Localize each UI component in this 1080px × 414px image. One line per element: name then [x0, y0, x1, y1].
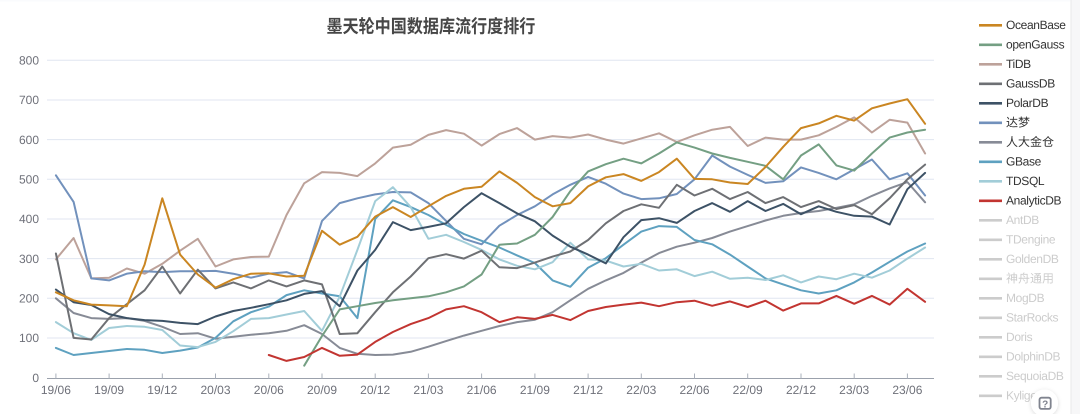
svg-text:22/12: 22/12	[786, 383, 816, 397]
svg-text:0: 0	[32, 371, 39, 385]
svg-text:20/09: 20/09	[307, 383, 337, 397]
svg-text:19/12: 19/12	[147, 383, 177, 397]
svg-text:TDengine: TDengine	[1006, 232, 1056, 246]
svg-text:PolarDB: PolarDB	[1006, 96, 1049, 110]
svg-text:21/06: 21/06	[467, 383, 497, 397]
svg-text:AntDB: AntDB	[1006, 213, 1039, 227]
svg-text:23/06: 23/06	[892, 383, 922, 397]
svg-text:DolphinDB: DolphinDB	[1006, 349, 1061, 363]
svg-text:800: 800	[19, 54, 39, 68]
svg-text:TDSQL: TDSQL	[1006, 174, 1045, 188]
svg-text:200: 200	[19, 292, 39, 306]
svg-text:20/12: 20/12	[360, 383, 390, 397]
svg-text:21/09: 21/09	[520, 383, 550, 397]
svg-text:300: 300	[19, 252, 39, 266]
svg-text:20/03: 20/03	[200, 383, 230, 397]
svg-text:21/12: 21/12	[573, 383, 603, 397]
svg-text:GBase: GBase	[1006, 154, 1042, 168]
svg-text:GaussDB: GaussDB	[1006, 76, 1055, 90]
svg-text:400: 400	[19, 212, 39, 226]
svg-text:19/06: 19/06	[41, 383, 71, 397]
svg-text:TiDB: TiDB	[1006, 57, 1031, 71]
svg-text:StarRocks: StarRocks	[1006, 310, 1059, 324]
svg-text:23/03: 23/03	[839, 383, 869, 397]
svg-text:22/03: 22/03	[626, 383, 656, 397]
svg-text:SequoiaDB: SequoiaDB	[1006, 369, 1064, 383]
svg-text:AnalyticDB: AnalyticDB	[1006, 193, 1062, 207]
svg-text:22/06: 22/06	[679, 383, 709, 397]
svg-text:500: 500	[19, 173, 39, 187]
svg-text:?: ?	[1042, 399, 1048, 410]
svg-text:20/06: 20/06	[254, 383, 284, 397]
svg-text:21/03: 21/03	[413, 383, 443, 397]
svg-text:19/09: 19/09	[94, 383, 124, 397]
svg-text:700: 700	[19, 93, 39, 107]
svg-text:100: 100	[19, 331, 39, 345]
svg-text:600: 600	[19, 133, 39, 147]
svg-text:MogDB: MogDB	[1006, 291, 1045, 305]
svg-text:Doris: Doris	[1006, 330, 1033, 344]
svg-text:GoldenDB: GoldenDB	[1006, 252, 1059, 266]
svg-text:openGauss: openGauss	[1006, 37, 1065, 51]
svg-text:22/09: 22/09	[733, 383, 763, 397]
svg-text:OceanBase: OceanBase	[1006, 18, 1066, 32]
